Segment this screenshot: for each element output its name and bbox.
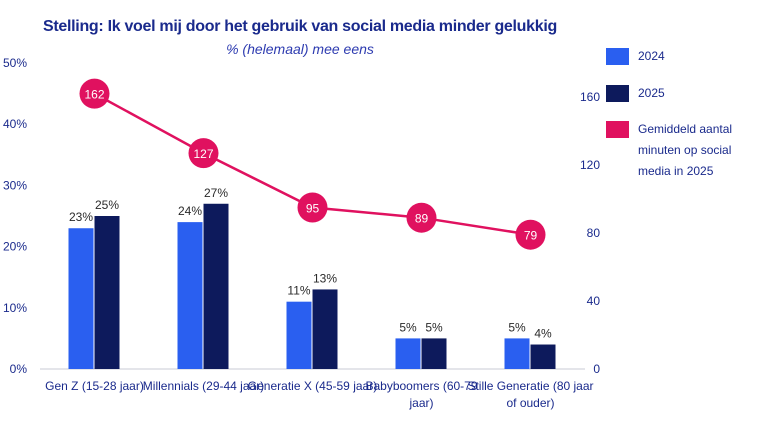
y-left-tick-label: 50% [3,56,27,70]
x-tick-label: of ouder) [506,396,554,410]
y-right-tick-label: 80 [587,226,601,240]
chart-subtitle: % (helemaal) mee eens [226,41,374,57]
legend-swatch-2025 [606,85,629,102]
bar-2024-1 [177,222,203,369]
line-marker-1 [188,138,219,169]
y-left-tick-label: 40% [3,117,27,131]
bar-label-2024-2: 11% [287,284,310,298]
bar-label-2024-1: 24% [178,204,202,218]
bar-2025-1 [203,203,229,369]
legend-label-2025: 2025 [638,86,665,100]
y-right-tick-label: 40 [587,294,601,308]
line-marker-2 [297,192,328,223]
y-right-tick-label: 0 [593,362,600,376]
legend-label-minutes: Gemiddeld aantal minuten op social media… [638,122,733,178]
line-label-3: 89 [415,212,429,226]
bar-label-2024-3: 5% [399,320,417,334]
y-right-tick-label: 120 [580,158,600,172]
x-tick-label: Millennials (29-44 jaar) [143,379,264,393]
legend-swatch-2024 [606,48,629,65]
line-marker-4 [515,219,546,250]
bar-2025-0 [94,216,120,369]
line-label-2: 95 [306,202,320,216]
x-tick-label: Stille Generatie (80 jaar [467,379,593,393]
y-left-tick-label: 30% [3,178,27,192]
bar-label-2025-4: 4% [534,327,552,341]
bar-2024-3 [395,338,421,369]
y-left-tick-label: 10% [3,301,27,315]
line-label-0: 162 [84,88,104,102]
bar-label-2025-2: 13% [313,271,337,285]
x-tick-label: Gen Z (15-28 jaar) [45,379,144,393]
bar-2025-4 [530,344,556,369]
legend-item-minutes: Gemiddeld aantal minuten op social media… [606,121,760,182]
bar-label-2024-4: 5% [508,320,526,334]
line-marker-0 [79,78,110,109]
line-label-4: 79 [524,229,538,243]
line-marker-3 [406,202,437,233]
y-right-tick-label: 160 [580,90,600,104]
chart-title: Stelling: Ik voel mij door het gebruik v… [43,18,557,35]
bar-2025-2 [312,289,338,369]
bar-label-2024-0: 23% [69,210,93,224]
legend-item-2025: 2025 [606,85,760,104]
bar-label-2025-3: 5% [425,320,443,334]
bar-label-2025-1: 27% [204,186,228,200]
legend-item-2024: 2024 [606,48,760,67]
x-tick-label: Babyboomers (60-79 [365,379,477,393]
y-left-tick-label: 20% [3,240,27,254]
bar-2024-4 [504,338,530,369]
legend-label-2024: 2024 [638,49,665,63]
bar-2025-3 [421,338,447,369]
y-left-tick-label: 0% [10,362,28,376]
legend-swatch-minutes [606,121,629,138]
bar-2024-0 [68,228,94,369]
x-tick-label: Generatie X (45-59 jaar) [248,379,377,393]
x-tick-label: jaar) [408,396,433,410]
bar-2024-2 [286,301,312,369]
bar-label-2025-0: 25% [95,198,119,212]
line-label-1: 127 [193,147,213,161]
